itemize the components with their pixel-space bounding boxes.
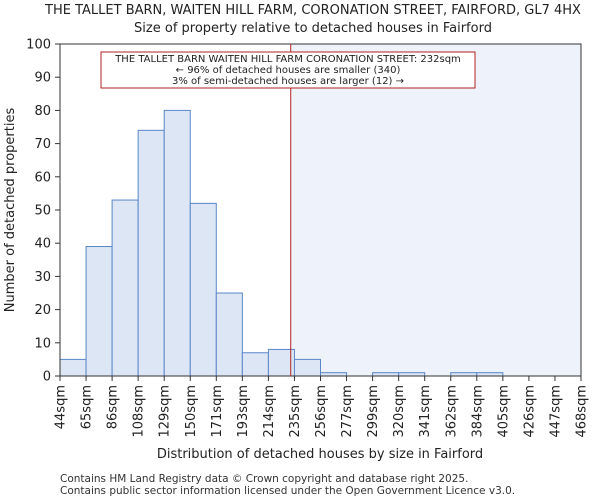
chart-subtitle: Size of property relative to detached ho…	[134, 21, 492, 36]
annotation-line-3: 3% of semi-detached houses are larger (1…	[172, 76, 404, 87]
histogram-bar	[241, 352, 269, 377]
x-tick-label: 277sqm	[340, 385, 355, 438]
x-tick-label: 171sqm	[210, 385, 225, 438]
histogram-bar	[137, 129, 165, 377]
histogram-bar	[163, 109, 191, 377]
annotation-line-1: THE TALLET BARN WAITEN HILL FARM CORONAT…	[114, 54, 461, 65]
x-tick-label: 235sqm	[288, 385, 303, 438]
x-tick-label: 44sqm	[54, 385, 69, 429]
x-tick-label: 214sqm	[262, 385, 277, 438]
histogram-bar	[293, 358, 322, 377]
x-axis-ticks: 44sqm 65sqm 86sqm 108sqm 129sqm 150sqm 171sqm 1…	[54, 376, 590, 438]
x-tick-label: 426sqm	[522, 385, 537, 438]
x-tick-label: 86sqm	[106, 385, 121, 429]
y-tick-label: 60	[34, 170, 51, 185]
y-tick-label: 20	[34, 303, 51, 318]
histogram-bar	[267, 348, 295, 377]
footer-line-2: Contains public sector information licen…	[60, 485, 515, 497]
y-tick-label: 50	[34, 204, 51, 219]
annotation-line-2: ← 96% of detached houses are smaller (34…	[176, 65, 401, 76]
larger-houses-shade	[290, 44, 581, 376]
y-tick-label: 80	[34, 104, 51, 119]
footer-line-1: Contains HM Land Registry data © Crown c…	[60, 473, 468, 485]
x-tick-label: 362sqm	[444, 385, 459, 438]
annotation-box	[100, 51, 476, 89]
y-tick-label: 10	[34, 336, 51, 351]
x-tick-label: 256sqm	[314, 385, 329, 438]
histogram-bar	[215, 292, 243, 377]
x-tick-label: 299sqm	[366, 385, 381, 438]
y-tick-label: 100	[26, 38, 51, 53]
x-tick-label: 150sqm	[184, 385, 199, 438]
x-tick-label: 341sqm	[418, 385, 433, 438]
y-tick-label: 70	[34, 137, 51, 152]
histogram-bar	[85, 246, 113, 377]
histogram-bar	[111, 199, 139, 377]
x-tick-label: 129sqm	[158, 385, 173, 438]
x-tick-label: 193sqm	[236, 385, 251, 438]
x-tick-label: 320sqm	[392, 385, 407, 438]
bars	[59, 109, 504, 377]
x-tick-label: 108sqm	[132, 385, 147, 438]
y-tick-label: 40	[34, 237, 51, 252]
histogram-bar	[189, 202, 217, 377]
y-tick-label: 0	[43, 370, 51, 385]
x-tick-label: 405sqm	[496, 385, 511, 438]
chart-title: THE TALLET BARN, WAITEN HILL FARM, CORON…	[44, 3, 581, 18]
shaded-region	[290, 44, 581, 376]
x-tick-label: 384sqm	[470, 385, 485, 438]
y-axis-label: Number of detached properties	[3, 108, 18, 313]
y-axis-ticks: 0 10 20 30 40 50 60 70 80 90 100	[26, 38, 60, 385]
histogram-bar	[59, 358, 87, 377]
x-axis-label: Distribution of detached houses by size …	[157, 447, 483, 462]
y-tick-label: 30	[34, 270, 51, 285]
y-tick-label: 90	[34, 71, 51, 86]
x-tick-label: 468sqm	[575, 385, 590, 438]
x-tick-label: 65sqm	[80, 385, 95, 429]
x-tick-label: 447sqm	[548, 385, 563, 438]
